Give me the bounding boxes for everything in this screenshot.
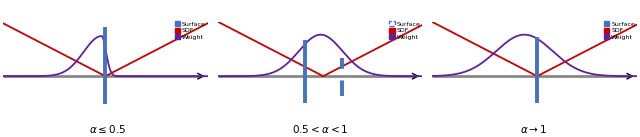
Legend: Surface, SDF, Weight: Surface, SDF, Weight [603,21,636,41]
Legend: Surface, SDF, Weight: Surface, SDF, Weight [174,21,207,41]
Legend: Surface, SDF, Weight: Surface, SDF, Weight [388,21,421,41]
Text: $0.5 < \alpha < 1$: $0.5 < \alpha < 1$ [292,123,348,135]
Text: $\alpha \leq 0.5$: $\alpha \leq 0.5$ [89,123,126,135]
Text: $\alpha \rightarrow 1$: $\alpha \rightarrow 1$ [520,123,547,135]
